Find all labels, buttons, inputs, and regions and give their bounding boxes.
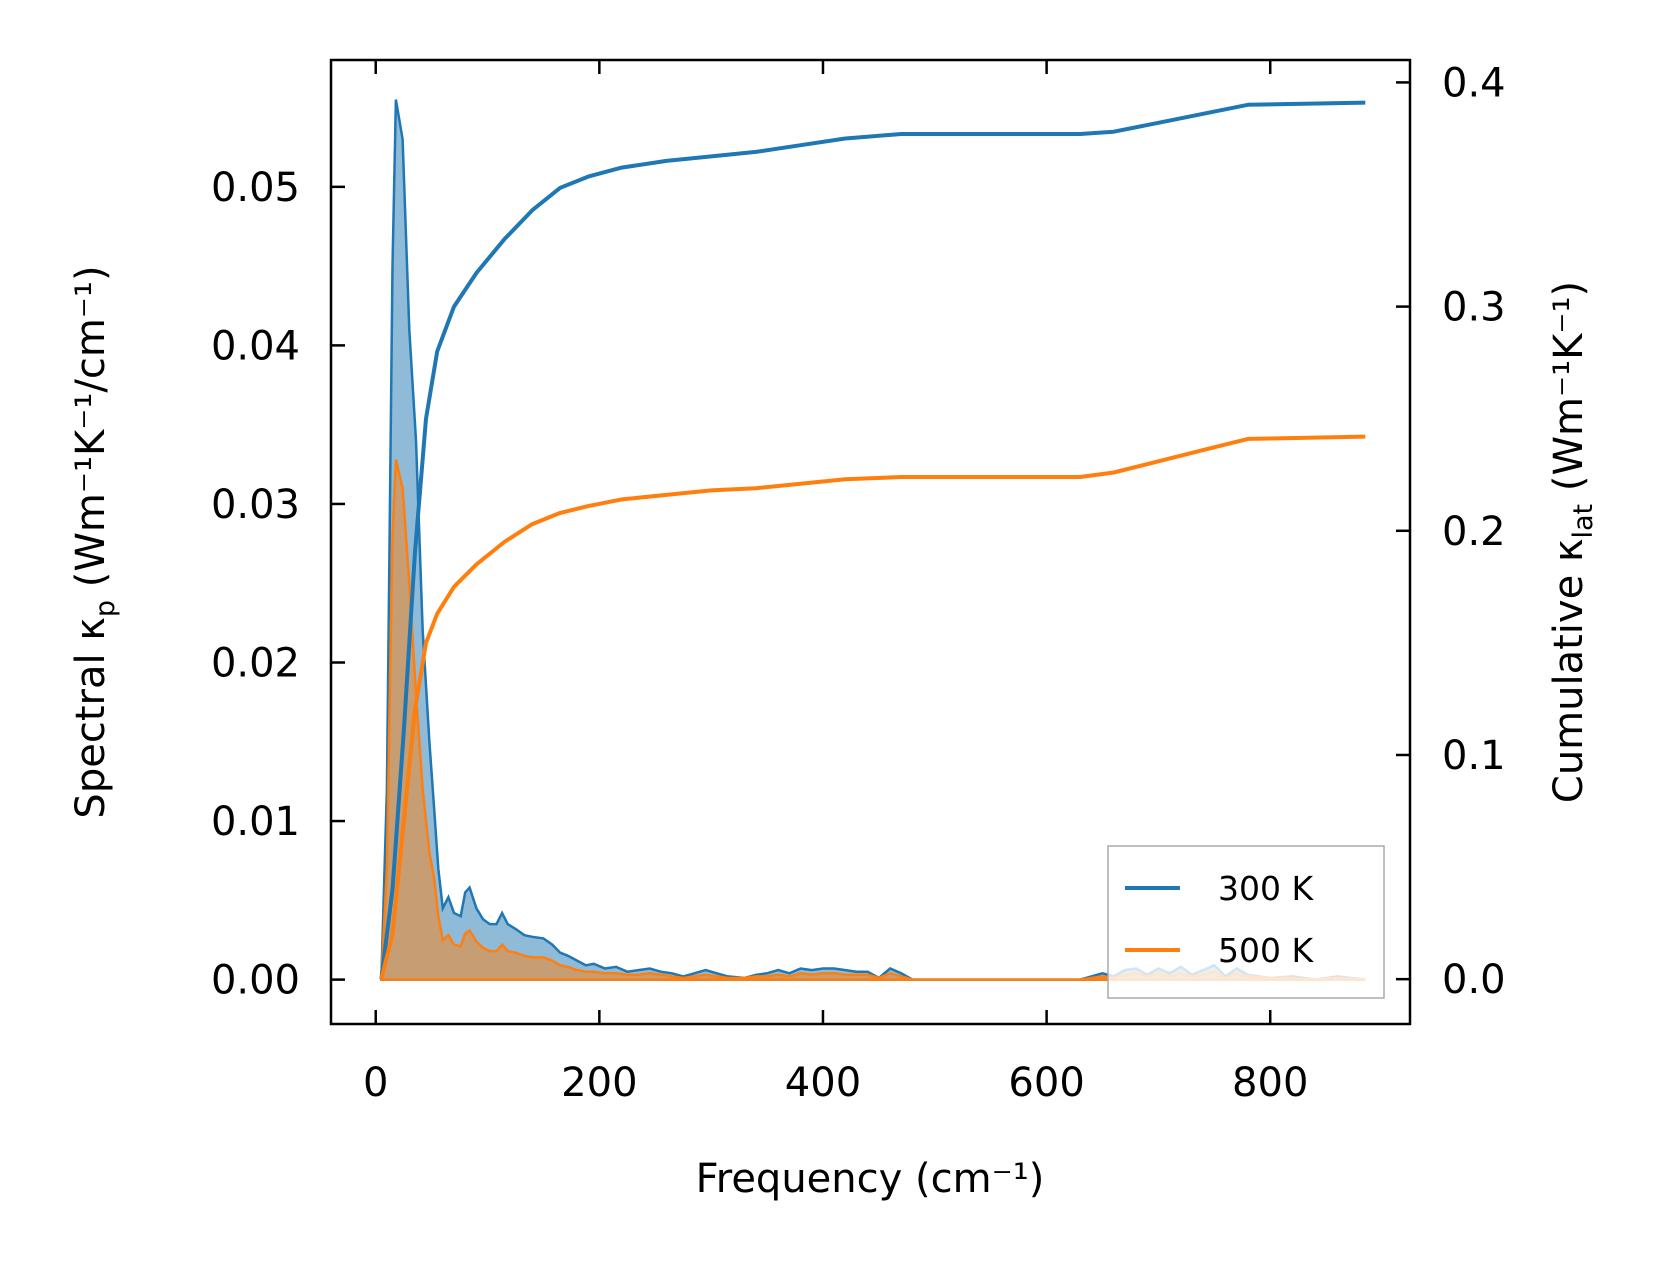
y-right-label-main: Cumulative κ: [1546, 539, 1592, 804]
legend: 300 K 500 K: [1107, 845, 1385, 999]
x-axis-label: Frequency (cm⁻¹): [696, 1156, 1045, 1202]
x-tick-label: 600: [1008, 1060, 1084, 1106]
cumulative-line-500k: [379, 434, 1366, 980]
x-axis: 0 200 400 600 800: [363, 60, 1308, 1106]
legend-label-500k: 500 K: [1218, 931, 1314, 970]
y-right-label-sub: lat: [1568, 504, 1599, 539]
y-left-tick-label: 0.01: [211, 799, 300, 845]
y-left-label-main: Spectral κ: [68, 617, 114, 818]
y-right-tick-label: 0.4: [1442, 60, 1506, 106]
x-tick-label: 200: [561, 1060, 637, 1106]
legend-frame: [1107, 845, 1385, 999]
y-left-tick-label: 0.02: [211, 641, 300, 687]
y-right-tick-label: 0.1: [1442, 733, 1506, 779]
y-right-tick-label: 0.2: [1442, 509, 1506, 555]
cumulative-lines: [379, 100, 1366, 980]
y-left-tick-label: 0.04: [211, 323, 300, 369]
x-tick-label: 800: [1232, 1060, 1308, 1106]
y-axis-right-label: Cumulative κlat (Wm⁻¹K⁻¹): [1546, 281, 1599, 803]
y-left-label-units: (Wm⁻¹K⁻¹/cm⁻¹): [68, 265, 114, 600]
x-tick-label: 0: [363, 1060, 388, 1106]
y-left-tick-label: 0.00: [211, 958, 300, 1004]
cumulative-line-300k: [379, 100, 1366, 980]
y-axis-right: 0.0 0.1 0.2 0.3 0.4: [1396, 60, 1506, 1003]
x-tick-label: 400: [785, 1060, 861, 1106]
y-left-tick-label: 0.05: [211, 165, 300, 211]
y-right-tick-label: 0.3: [1442, 285, 1506, 331]
legend-label-300k: 300 K: [1218, 869, 1314, 908]
y-left-label-sub: p: [90, 600, 121, 617]
y-axis-left: 0.00 0.01 0.02 0.03 0.04 0.05: [211, 165, 345, 1004]
y-axis-left-label: Spectral κp (Wm⁻¹K⁻¹/cm⁻¹): [68, 265, 121, 818]
y-right-tick-label: 0.0: [1442, 957, 1506, 1003]
plot-frame: [329, 58, 1412, 1026]
y-right-label-units: (Wm⁻¹K⁻¹): [1546, 281, 1592, 504]
y-left-tick-label: 0.03: [211, 482, 300, 528]
